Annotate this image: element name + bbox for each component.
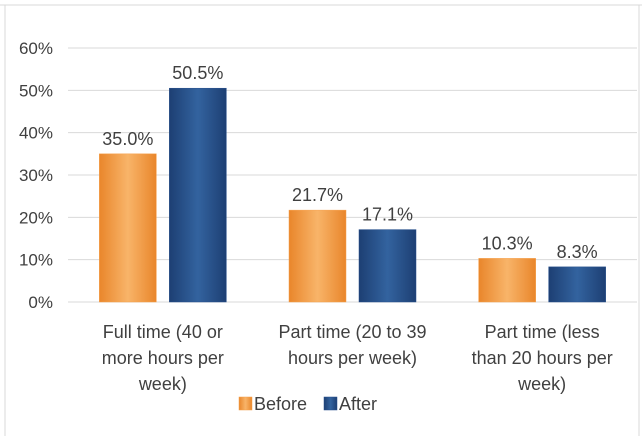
category-label-0: Full time (40 or [103,322,223,342]
legend-label-before: Before [254,394,307,414]
legend-swatch-after [323,396,338,411]
x-axis: Full time (40 or more hours per week) Part … [102,322,613,394]
data-label-before-0: 35.0% [102,129,153,149]
category-label-0: more hours per [102,348,224,368]
y-tick-label: 20% [19,208,53,227]
bar-after-1 [358,229,417,303]
bar-after-0 [169,87,227,303]
y-tick-label: 30% [19,166,53,185]
category-label-2: week) [517,374,566,394]
category-label-1: hours per week) [288,348,417,368]
legend-swatch-before [238,396,253,411]
legend-label-after: After [339,394,377,414]
bar-after-2 [548,266,606,303]
data-label-after-2: 8.3% [557,242,598,262]
data-label-after-1: 17.1% [362,205,413,225]
y-axis: 0% 10% 20% 30% 40% 50% 60% [19,39,53,312]
y-tick-label: 40% [19,124,53,143]
bar-before-2 [478,258,536,303]
data-label-before-2: 10.3% [482,233,533,253]
y-tick-label: 60% [19,39,53,58]
category-label-1: Part time (20 to 39 [278,322,426,342]
gridlines [68,47,637,303]
category-label-2: Part time (less [485,322,600,342]
bar-before-0 [99,153,157,303]
category-label-0: week) [138,374,187,394]
bars [99,87,606,303]
y-tick-label: 0% [28,293,53,312]
y-tick-label: 50% [19,81,53,100]
data-labels: 35.0% 50.5% 21.7% 17.1% 10.3% 8.3% [102,63,597,262]
legend: Before After [238,394,377,414]
category-label-2: than 20 hours per [472,348,613,368]
y-tick-label: 10% [19,251,53,270]
data-label-before-1: 21.7% [292,185,343,205]
data-label-after-0: 50.5% [172,63,223,83]
bar-before-1 [288,209,347,303]
